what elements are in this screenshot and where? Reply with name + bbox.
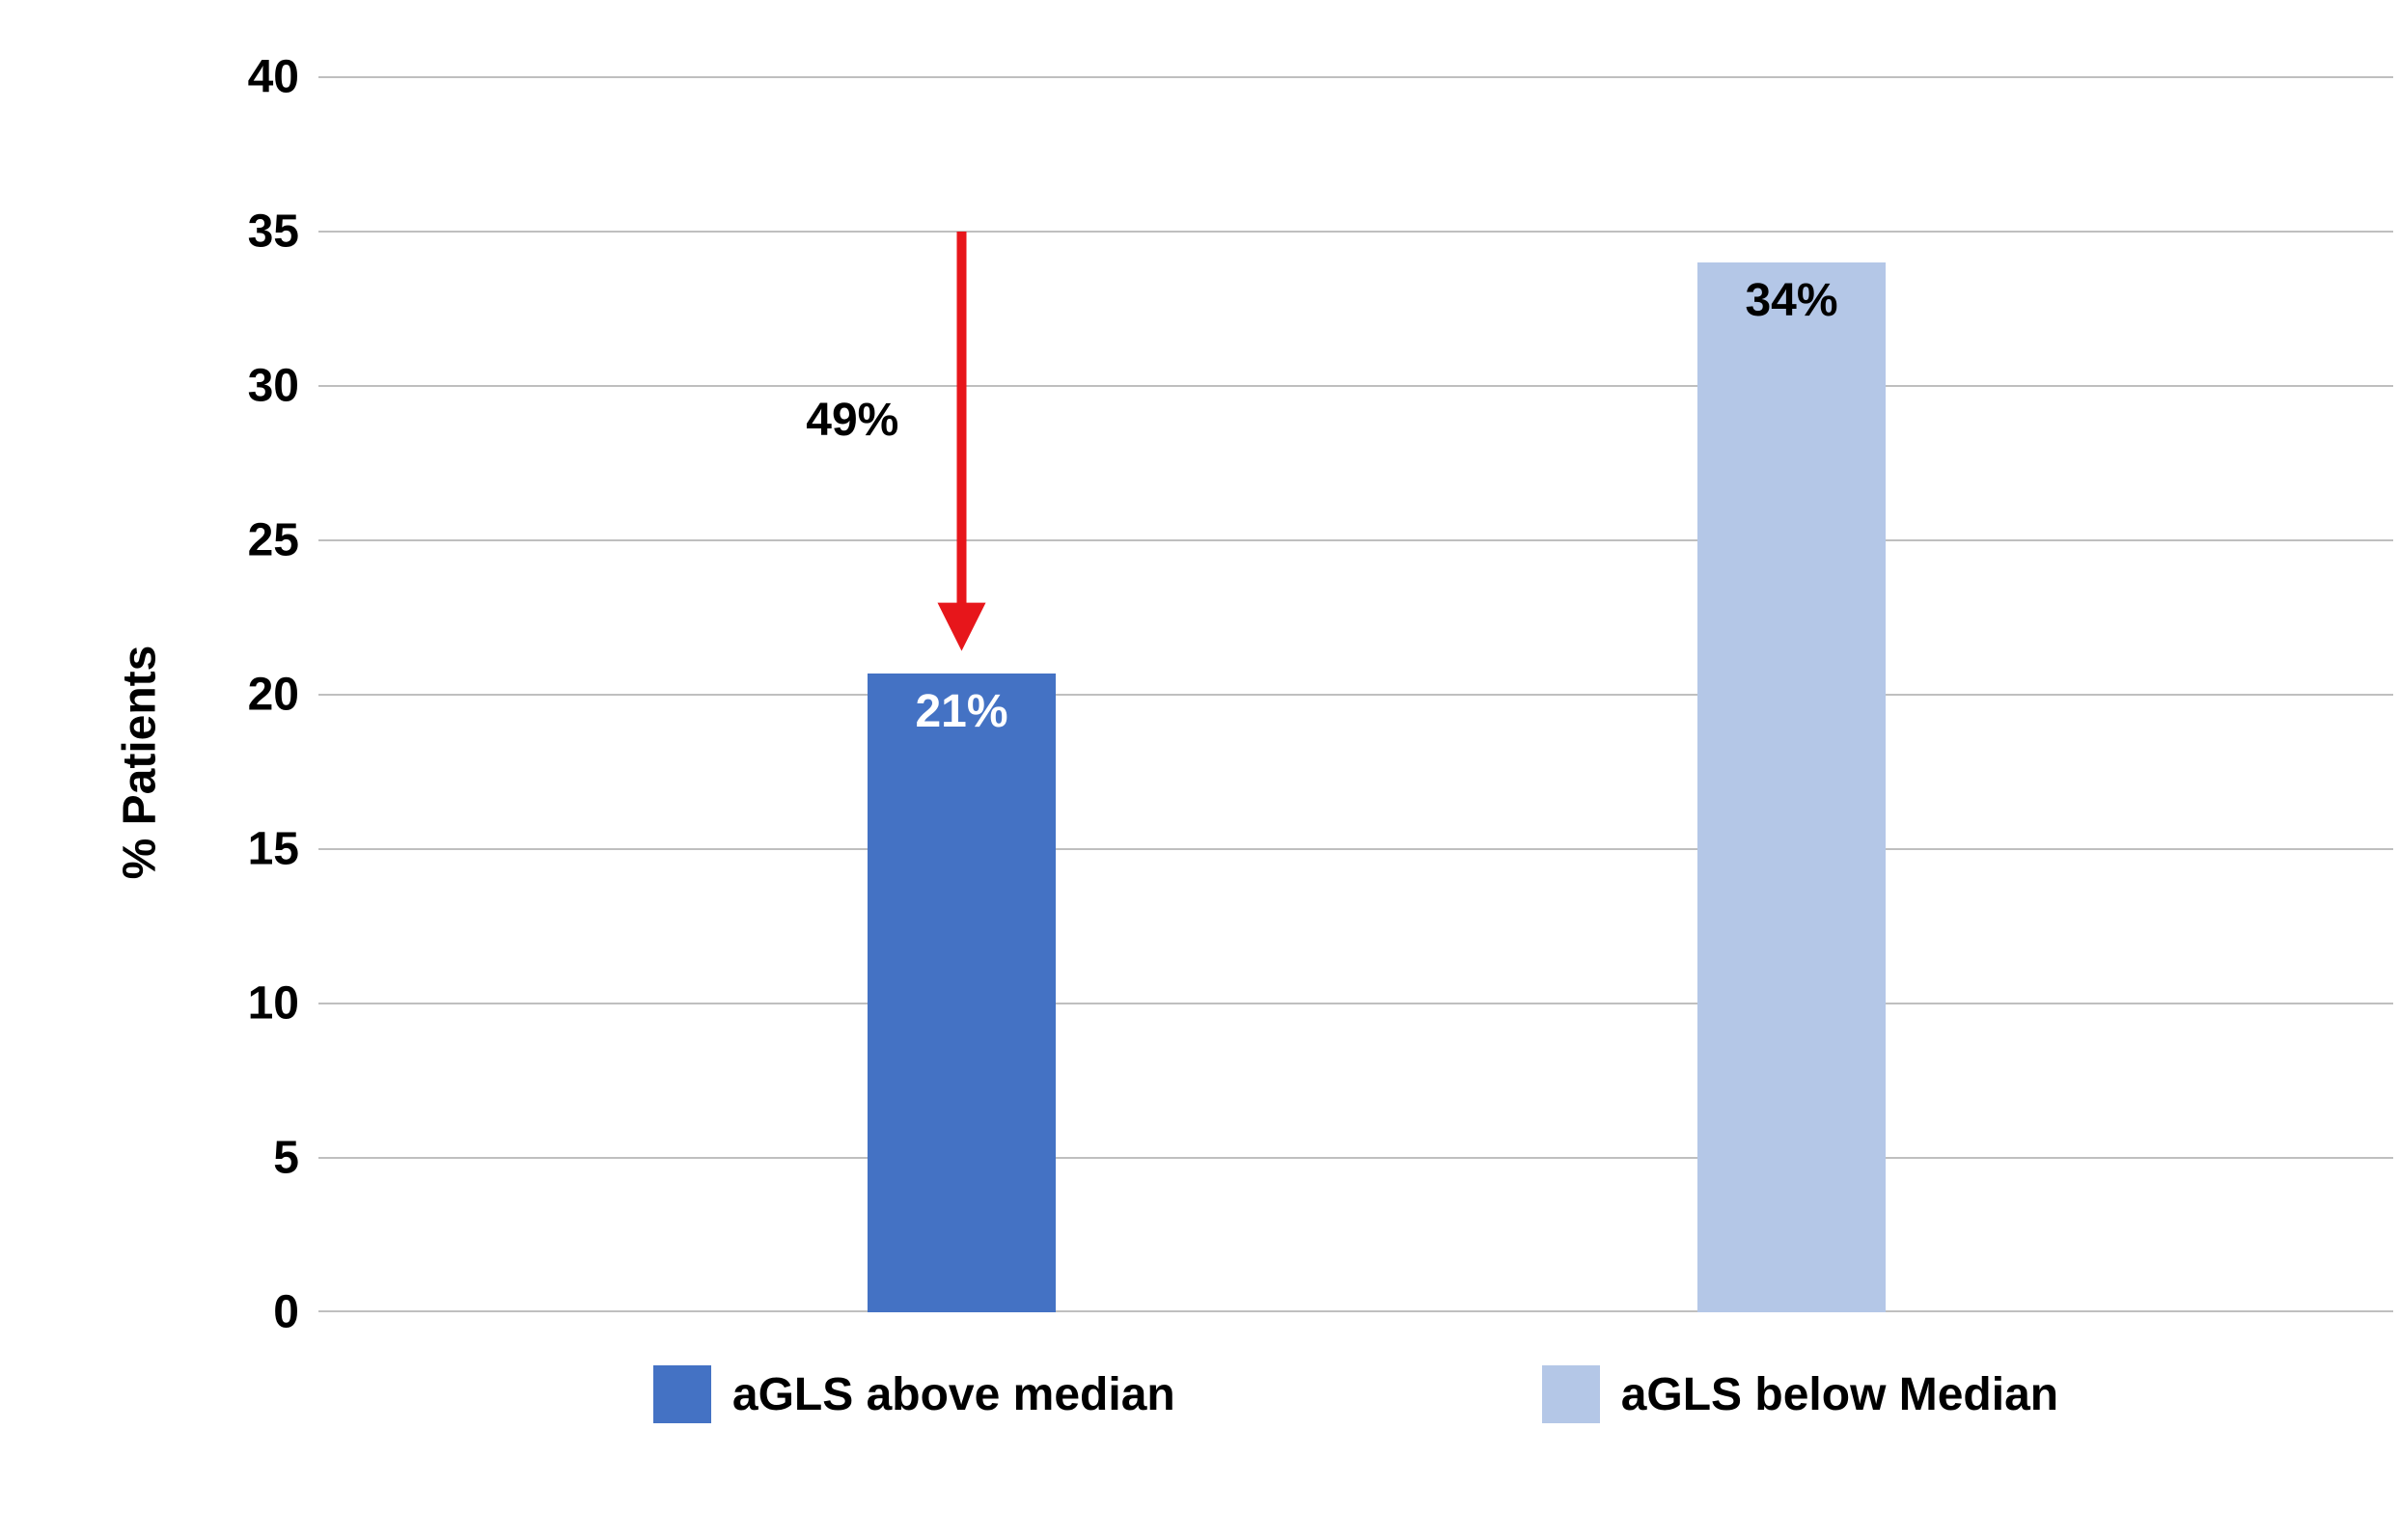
y-tick-label: 40 bbox=[248, 51, 299, 104]
y-tick-label: 10 bbox=[248, 977, 299, 1031]
plot-area: 051015202530354021%34%49% bbox=[318, 77, 2393, 1312]
y-tick-label: 35 bbox=[248, 206, 299, 259]
gridline bbox=[318, 385, 2393, 387]
baseline bbox=[318, 1310, 2393, 1312]
gridline bbox=[318, 848, 2393, 850]
legend-label: aGLS below Median bbox=[1621, 1368, 2058, 1421]
gridline bbox=[318, 76, 2393, 78]
gridline bbox=[318, 1157, 2393, 1159]
y-axis-label: % Patients bbox=[114, 646, 167, 880]
legend-item: aGLS below Median bbox=[1542, 1365, 2058, 1423]
gridline bbox=[318, 539, 2393, 541]
y-tick-label: 25 bbox=[248, 514, 299, 567]
legend-label: aGLS above median bbox=[732, 1368, 1175, 1421]
y-tick-label: 0 bbox=[273, 1286, 299, 1339]
y-tick-label: 15 bbox=[248, 823, 299, 876]
y-tick-label: 5 bbox=[273, 1132, 299, 1185]
annotation-label: 49% bbox=[806, 394, 898, 447]
legend: aGLS above median aGLS below Median bbox=[318, 1356, 2393, 1433]
bar-below-median: 34% bbox=[1697, 262, 1886, 1312]
legend-item: aGLS above median bbox=[653, 1365, 1175, 1423]
gridline bbox=[318, 231, 2393, 233]
bar-above-median: 21% bbox=[868, 674, 1056, 1312]
legend-swatch bbox=[653, 1365, 711, 1423]
gridline bbox=[318, 1003, 2393, 1004]
chart-container: % Patients 0 5 10 15 20 25 30 35 40 21% 34% 49% aGL… bbox=[97, 39, 2297, 1486]
y-tick-label: 30 bbox=[248, 360, 299, 413]
y-tick-label: 20 bbox=[248, 669, 299, 722]
legend-swatch bbox=[1542, 1365, 1600, 1423]
gridline bbox=[318, 694, 2393, 696]
bar-value-label: 34% bbox=[1745, 274, 1837, 327]
bar-value-label: 21% bbox=[915, 685, 1007, 738]
